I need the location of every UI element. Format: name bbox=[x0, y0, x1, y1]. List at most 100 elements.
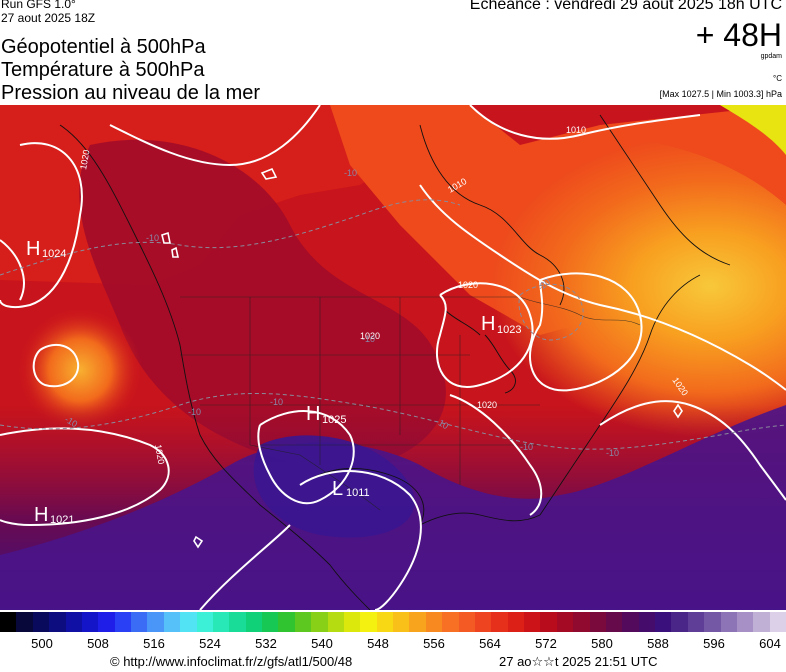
colorbar-swatch bbox=[589, 612, 606, 632]
pressure-center-5-value: 1021 bbox=[50, 514, 74, 526]
lead-time: + 48H bbox=[695, 17, 782, 53]
colorbar-swatch bbox=[32, 612, 50, 632]
colorbar-swatch bbox=[540, 612, 557, 632]
colorbar-ticks: 500 508 516 524 532 540 548 556 564 572 580 588 596 6… bbox=[0, 636, 786, 652]
colorbar-tick-label: 532 bbox=[255, 636, 277, 651]
colorbar-swatch bbox=[180, 612, 197, 632]
coastlines bbox=[59, 114, 731, 610]
colorbar-swatch bbox=[442, 612, 459, 632]
valid-time: Echéance : vendredi 29 aout 2025 18h UTC bbox=[469, 0, 782, 13]
colorbar-swatch bbox=[114, 612, 131, 632]
colorbar-swatch bbox=[753, 612, 770, 632]
colorbar-tick-label: 524 bbox=[199, 636, 221, 651]
pressure-center-1-value: 1024 bbox=[42, 248, 66, 260]
colorbar-tick-label: 548 bbox=[367, 636, 389, 651]
run-date: 27 aout 2025 18Z bbox=[1, 11, 96, 25]
colorbar-swatch bbox=[360, 612, 377, 632]
colorbar-tick-label: 516 bbox=[143, 636, 165, 651]
colorbar-swatch bbox=[16, 612, 33, 632]
colorbar-tick-label: 564 bbox=[479, 636, 501, 651]
pressure-center-3-value: 1025 bbox=[322, 414, 346, 426]
unit-geopotential: gpdam bbox=[760, 53, 782, 60]
isotherms bbox=[0, 199, 786, 450]
map-title-geopotential: Géopotentiel à 500hPa bbox=[1, 36, 206, 58]
colorbar-swatch bbox=[458, 612, 475, 632]
isotherm-label: -10 bbox=[520, 442, 533, 452]
colorbar-tick-label: 588 bbox=[647, 636, 669, 651]
map-title-pressure: Pression au niveau de la mer bbox=[1, 82, 261, 104]
isotherm-label: -10 bbox=[188, 407, 201, 417]
colorbar-tick-label: 508 bbox=[87, 636, 109, 651]
colorbar-swatch bbox=[343, 612, 361, 632]
colorbar-swatch bbox=[573, 612, 590, 632]
pressure-center-3-type: H bbox=[306, 403, 320, 425]
colorbar-swatch bbox=[376, 612, 393, 632]
isobar-label: 1010 bbox=[566, 125, 586, 135]
colorbar-swatch bbox=[278, 612, 295, 632]
colorbar-swatch bbox=[671, 612, 688, 632]
isotherm-label: -10 bbox=[606, 448, 619, 458]
isobar-label: 1020 bbox=[153, 444, 166, 465]
colorbar-tick-label: 604 bbox=[759, 636, 781, 651]
colorbar bbox=[0, 612, 786, 632]
pressure-center-2-value: 1023 bbox=[497, 324, 521, 336]
colorbar-tick-label: 540 bbox=[311, 636, 333, 651]
colorbar-swatch bbox=[81, 612, 99, 632]
pressure-center-2: H 1023 bbox=[481, 313, 521, 336]
colorbar-swatch bbox=[769, 612, 786, 632]
colorbar-swatch bbox=[212, 612, 230, 632]
colorbar-swatch bbox=[49, 612, 66, 632]
isotherm-label: -10 bbox=[344, 168, 357, 178]
borders bbox=[180, 296, 641, 511]
colorbar-swatch bbox=[474, 612, 492, 632]
colorbar-swatch bbox=[556, 612, 574, 632]
colorbar-swatch bbox=[131, 612, 148, 632]
isobars bbox=[0, 105, 786, 610]
colorbar-swatch bbox=[393, 612, 410, 632]
colorbar-swatch bbox=[327, 612, 344, 632]
pressure-center-4: L 1011 bbox=[332, 478, 370, 500]
pressure-center-4-type: L bbox=[332, 478, 343, 500]
footer-url[interactable]: © http://www.infoclimat.fr/z/gfs/atl1/50… bbox=[110, 654, 353, 669]
colorbar-swatch bbox=[245, 612, 262, 632]
colorbar-swatch bbox=[720, 612, 737, 632]
colorbar-swatch bbox=[262, 612, 279, 632]
isotherm-label: -10 bbox=[362, 334, 375, 344]
isobar-label: 1020 bbox=[78, 149, 91, 170]
unit-temperature: °C bbox=[773, 74, 782, 83]
pressure-center-5-type: H bbox=[34, 504, 48, 526]
isobar-label: 1020 bbox=[477, 400, 497, 410]
footer-timestamp: 27 ao☆☆t 2025 21:51 UTC bbox=[499, 654, 658, 669]
weather-map: H 1024 H 1023 H 1025 L 1011 H 1021 1010 … bbox=[0, 105, 786, 610]
isobar-label: 1020 bbox=[360, 331, 380, 341]
colorbar-swatch bbox=[65, 612, 82, 632]
colorbar-tick-label: 556 bbox=[423, 636, 445, 651]
colorbar-swatch bbox=[409, 612, 426, 632]
colorbar-swatch bbox=[736, 612, 754, 632]
colorbar-swatch bbox=[196, 612, 213, 632]
temperature-field-yellow-corner bbox=[720, 105, 786, 155]
isobar-label: 1020 bbox=[458, 280, 478, 290]
colorbar-tick-label: 500 bbox=[31, 636, 53, 651]
colorbar-swatch bbox=[163, 612, 181, 632]
colorbar-swatch bbox=[229, 612, 246, 632]
colorbar-swatch bbox=[491, 612, 508, 632]
colorbar-swatch bbox=[425, 612, 443, 632]
colorbar-swatch bbox=[0, 612, 17, 632]
colorbar-swatch bbox=[507, 612, 524, 632]
colorbar-tick-label: 572 bbox=[535, 636, 557, 651]
colorbar-swatch bbox=[147, 612, 164, 632]
colorbar-swatch bbox=[311, 612, 328, 632]
pressure-center-5: H 1021 bbox=[34, 504, 74, 526]
temperature-field-cool-gulf bbox=[253, 435, 415, 538]
colorbar-swatch bbox=[524, 612, 541, 632]
map-svg: H 1024 H 1023 H 1025 L 1011 H 1021 1010 … bbox=[0, 105, 786, 610]
pressure-center-1-type: H bbox=[26, 238, 40, 260]
pressure-center-3: H 1025 bbox=[306, 403, 346, 426]
colorbar-swatch bbox=[98, 612, 115, 632]
colorbar-tick-label: 596 bbox=[703, 636, 725, 651]
pressure-center-1: H 1024 bbox=[26, 238, 66, 260]
pressure-center-4-value: 1011 bbox=[346, 487, 370, 499]
pressure-minmax: [Max 1027.5 | Min 1003.3] hPa bbox=[659, 89, 782, 99]
colorbar-swatch bbox=[704, 612, 721, 632]
